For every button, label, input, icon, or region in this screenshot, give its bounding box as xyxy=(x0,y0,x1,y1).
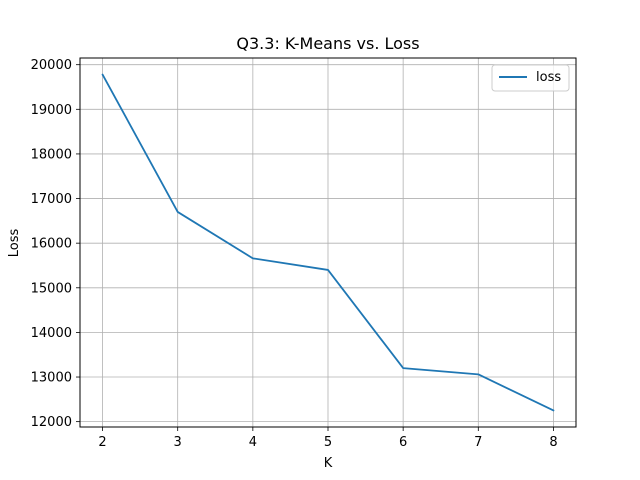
y-axis-label: Loss xyxy=(7,229,22,258)
data-point xyxy=(552,409,554,411)
x-tick-label: 7 xyxy=(474,435,482,450)
x-tick-label: 5 xyxy=(324,435,332,450)
data-point xyxy=(177,211,179,213)
legend-box xyxy=(491,64,570,92)
data-point xyxy=(402,367,404,369)
x-tick-label: 2 xyxy=(98,435,106,450)
grid xyxy=(80,58,576,427)
data-point xyxy=(102,74,104,76)
x-axis-label: K xyxy=(324,456,333,471)
data-point xyxy=(327,269,329,271)
y-tick-label: 19000 xyxy=(31,103,72,118)
chart-title: Q3.3: K-Means vs. Loss xyxy=(236,34,419,53)
y-tick-label: 15000 xyxy=(31,281,72,296)
legend-label-loss: loss xyxy=(536,70,561,85)
y-tick-label: 20000 xyxy=(31,58,72,73)
y-tick-label: 12000 xyxy=(31,415,72,430)
x-tick-label: 6 xyxy=(399,435,407,450)
y-tick-label: 13000 xyxy=(31,371,72,386)
x-tick-label: 3 xyxy=(174,435,182,450)
x-tick-label: 4 xyxy=(249,435,257,450)
y-tick-label: 14000 xyxy=(31,326,72,341)
series-line-loss xyxy=(101,73,555,412)
x-tick-label: 8 xyxy=(549,435,557,450)
ticks: 2 3 4 5 6 7 8 12000 13000 14000 15000 16000 17000 180… xyxy=(31,58,558,450)
series-layer xyxy=(101,73,555,412)
y-tick-label: 17000 xyxy=(31,192,72,207)
y-tick-label: 18000 xyxy=(31,147,72,162)
data-point xyxy=(252,257,254,259)
data-point xyxy=(477,373,479,375)
legend: loss xyxy=(491,64,570,92)
y-tick-label: 16000 xyxy=(31,237,72,252)
